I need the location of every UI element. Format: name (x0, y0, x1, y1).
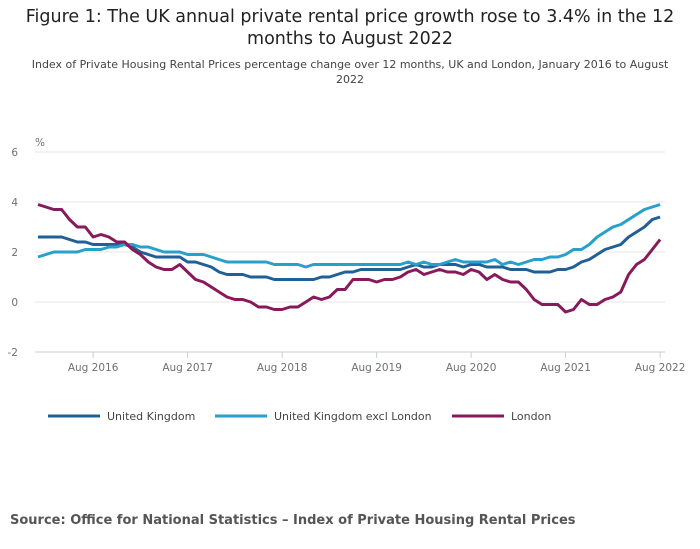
x-tick-label: Aug 2020 (446, 362, 497, 374)
y-tick-label: 6 (11, 147, 18, 159)
x-tick-label: Aug 2019 (351, 362, 402, 374)
y-tick-label: -2 (8, 347, 18, 359)
x-tick-label: Aug 2022 (635, 362, 686, 374)
series-line-london (37, 203, 662, 314)
series-line-united-kingdom-excl-london (37, 203, 661, 269)
source-note: Source: Office for National Statistics –… (10, 513, 576, 528)
x-tick-label: Aug 2017 (162, 362, 213, 374)
y-tick-label: 0 (11, 297, 18, 309)
series-line-united-kingdom (38, 215, 661, 281)
chart-title: Figure 1: The UK annual private rental p… (25, 7, 675, 49)
y-tick-label: 4 (11, 197, 18, 209)
legend-label: United Kingdom (107, 410, 195, 423)
x-tick-label: Aug 2018 (257, 362, 308, 374)
legend-label: United Kingdom excl London (274, 410, 432, 423)
x-tick-label: Aug 2021 (540, 362, 591, 374)
y-tick-label: 2 (11, 247, 18, 259)
chart-subtitle: Index of Private Housing Rental Prices p… (31, 58, 669, 86)
y-axis-label: % (35, 137, 45, 149)
x-tick-label: Aug 2016 (68, 362, 119, 374)
legend-label: London (511, 410, 551, 423)
